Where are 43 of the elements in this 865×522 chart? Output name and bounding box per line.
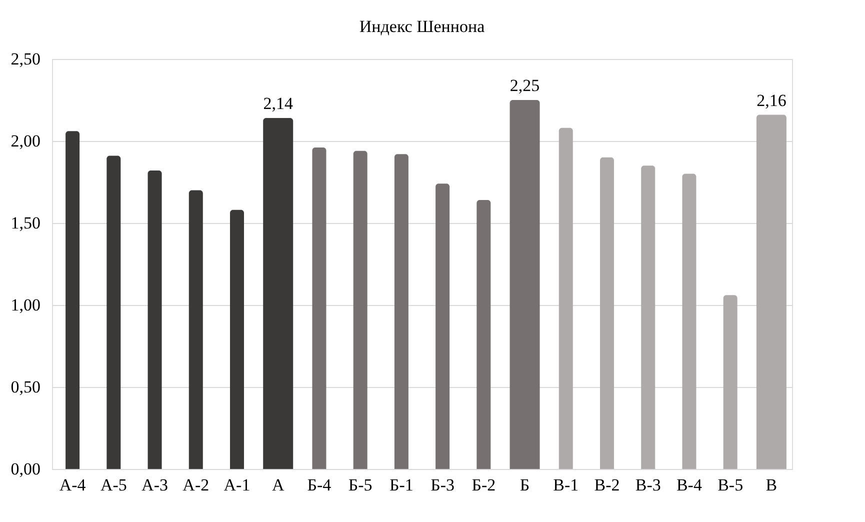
data-label: 2,14	[263, 94, 294, 114]
bar	[188, 190, 203, 469]
x-tick-label: В-3	[635, 476, 661, 494]
bar	[66, 131, 80, 469]
bar	[106, 156, 121, 469]
bar	[436, 184, 450, 469]
data-label: 2,16	[756, 90, 786, 110]
y-tick-label: 2,00	[10, 132, 40, 150]
x-tick-label: Б-2	[472, 476, 496, 494]
bar	[394, 154, 408, 469]
bar	[682, 174, 696, 469]
y-tick-label: 1,00	[10, 296, 40, 314]
bar	[312, 148, 326, 469]
x-tick-label: А-3	[142, 476, 168, 494]
x-tick-label: А-5	[100, 476, 127, 494]
x-tick-label: А-4	[59, 476, 86, 494]
y-tick-label: 0,50	[10, 378, 40, 396]
bar	[558, 128, 573, 469]
chart-title: Индекс Шеннона	[359, 17, 486, 36]
x-tick-label: Б-4	[307, 476, 332, 494]
y-tick-label: 0,00	[10, 460, 40, 478]
y-tick-label: 2,50	[10, 50, 40, 68]
x-tick-label: А-2	[182, 476, 210, 494]
bar	[476, 200, 491, 469]
y-tick-label: 1,50	[10, 214, 40, 232]
x-tick-label: В-5	[718, 476, 744, 494]
bar	[148, 170, 162, 469]
x-tick-label: В-4	[676, 476, 702, 494]
bar	[600, 157, 614, 469]
x-tick-label: Б-1	[389, 476, 414, 494]
bar	[230, 210, 244, 469]
x-tick-label: Б-5	[348, 476, 372, 494]
x-tick-label: В	[766, 476, 778, 494]
data-label: 2,25	[510, 76, 540, 95]
x-tick-label: В-2	[594, 476, 620, 494]
bar	[723, 295, 738, 469]
x-tick-label: Б	[520, 476, 530, 494]
x-tick-label: Б-3	[430, 476, 455, 494]
x-tick-label: А-1	[224, 476, 250, 494]
x-tick-label: В-1	[553, 476, 579, 494]
bar	[641, 166, 656, 469]
x-tick-label: А	[272, 476, 285, 494]
bar	[353, 150, 368, 469]
